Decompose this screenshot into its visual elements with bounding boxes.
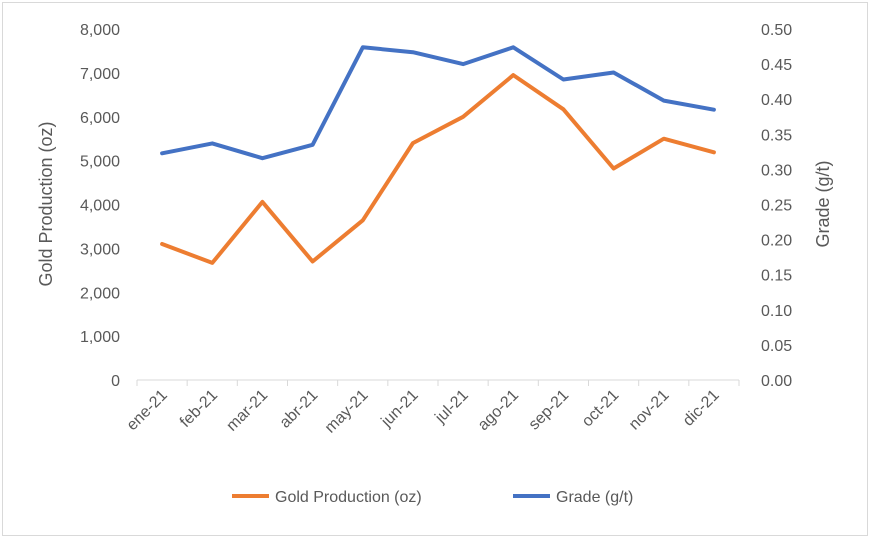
x-axis-tick-label: sep-21	[526, 387, 573, 434]
x-axis-tick-label: jul-21	[432, 387, 472, 427]
x-axis-tick-label: nov-21	[626, 387, 673, 434]
legend-label-grade: Grade (g/t)	[556, 489, 633, 506]
legend: Gold Production (oz) Grade (g/t)	[232, 489, 633, 506]
left-axis-tick-label: 3,000	[80, 241, 120, 258]
right-axis-tick-label: 0.10	[761, 303, 792, 320]
series-group	[160, 45, 716, 265]
left-axis-tick-label: 7,000	[80, 66, 120, 83]
right-axis-tick-label: 0.35	[761, 127, 792, 144]
right-axis-tick-label: 0.25	[761, 198, 792, 215]
x-axis-tick-label: dic-21	[680, 387, 723, 430]
left-axis-title: Gold Production (oz)	[36, 121, 56, 286]
left-axis-tick-label: 4,000	[80, 198, 120, 215]
right-axis-ticks: 0.00 0.05 0.10 0.15 0.20 0.25 0.30 0.35 0.40 0.45…	[761, 22, 792, 390]
x-axis-tick-label: may-21	[322, 387, 372, 437]
left-axis-tick-label: 1,000	[80, 329, 120, 346]
right-axis-title: Grade (g/t)	[813, 160, 833, 247]
right-axis-tick-label: 0.30	[761, 162, 792, 179]
grade-series-line	[160, 45, 716, 161]
legend-label-gold-production: Gold Production (oz)	[275, 489, 422, 506]
x-axis-tick-label: mar-21	[223, 387, 271, 435]
left-axis-tick-label: 8,000	[80, 22, 120, 39]
x-axis-tick-label: ago-21	[475, 387, 522, 434]
right-axis-tick-label: 0.00	[761, 373, 792, 390]
left-axis-ticks: 0 1,000 2,000 3,000 4,000 5,000 6,000 7,000 8,00…	[80, 22, 120, 390]
left-axis-tick-label: 2,000	[80, 285, 120, 302]
x-axis-tick-label: feb-21	[177, 387, 221, 431]
right-axis-tick-label: 0.05	[761, 338, 792, 355]
x-axis-tick-label: abr-21	[277, 387, 322, 432]
gold-production-series-line	[160, 73, 716, 265]
right-axis-tick-label: 0.50	[761, 22, 792, 39]
left-axis-tick-label: 0	[111, 373, 120, 390]
x-axis-tick-label: jun-21	[378, 387, 422, 431]
right-axis-tick-label: 0.45	[761, 57, 792, 74]
right-axis-tick-label: 0.40	[761, 92, 792, 109]
x-axis: ene-21 feb-21 mar-21 abr-21 may-21 jun-21 jul-…	[124, 379, 740, 437]
right-axis-tick-label: 0.20	[761, 233, 792, 250]
right-axis-tick-label: 0.15	[761, 268, 792, 285]
left-axis-tick-label: 6,000	[80, 110, 120, 127]
x-axis-tick-label: oct-21	[579, 387, 623, 431]
x-axis-tick-label: ene-21	[124, 387, 171, 434]
left-axis-tick-label: 5,000	[80, 154, 120, 171]
